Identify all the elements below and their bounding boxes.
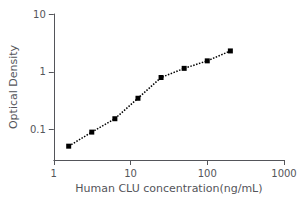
svg-text:0.1: 0.1 <box>30 124 46 135</box>
svg-text:100: 100 <box>198 168 217 179</box>
svg-text:10: 10 <box>124 168 137 179</box>
svg-text:10: 10 <box>33 9 46 20</box>
svg-text:1000: 1000 <box>271 168 296 179</box>
svg-text:Optical Density: Optical Density <box>7 44 20 129</box>
svg-text:Human CLU concentration(ng/mL): Human CLU concentration(ng/mL) <box>75 182 262 195</box>
svg-text:1: 1 <box>51 168 57 179</box>
svg-text:1: 1 <box>39 66 45 77</box>
